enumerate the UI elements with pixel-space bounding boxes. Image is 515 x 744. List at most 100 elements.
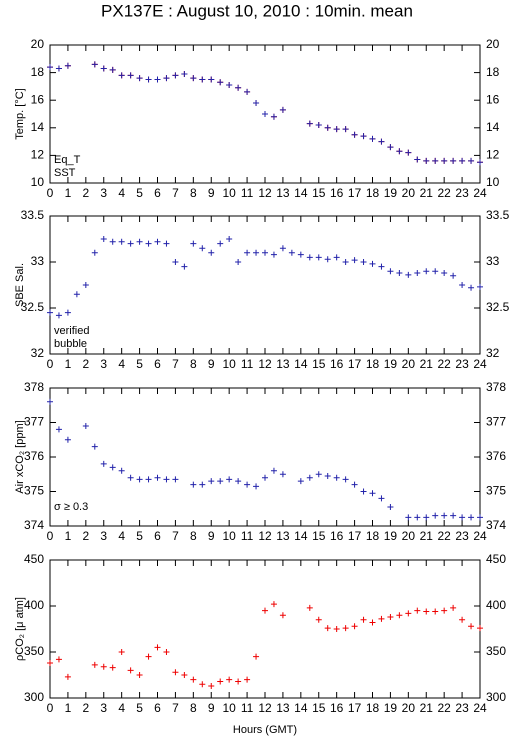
data-point (270, 113, 277, 120)
data-point (190, 75, 197, 82)
data-point (360, 488, 367, 495)
x-tick-label: 10 (222, 701, 236, 715)
x-tick-label: 10 (222, 357, 236, 371)
data-point (262, 474, 268, 481)
data-point (369, 619, 376, 626)
x-tick-label: 8 (190, 529, 197, 543)
data-point (199, 76, 206, 83)
y-tick-label: 20 (31, 37, 45, 51)
x-tick-label: 22 (437, 357, 451, 371)
data-point (181, 70, 188, 77)
data-point (136, 75, 143, 82)
x-tick-label: 4 (118, 357, 125, 371)
data-point (324, 625, 331, 632)
data-point (235, 678, 242, 685)
data-point (369, 260, 376, 267)
x-tick-label: 11 (241, 186, 254, 200)
y-tick-label: 350 (486, 644, 506, 658)
y-tick-label: 32.5 (21, 300, 45, 314)
data-point (127, 474, 134, 481)
x-tick-label: 1 (65, 529, 72, 543)
x-tick-label: 14 (294, 186, 308, 200)
data-point (423, 608, 430, 615)
data-point (342, 476, 349, 483)
data-point (432, 157, 439, 164)
data-point (190, 481, 197, 488)
data-point (118, 649, 125, 655)
data-point (64, 673, 71, 680)
x-tick-label: 16 (330, 186, 344, 200)
data-point (145, 653, 152, 660)
x-tick-label: 21 (420, 357, 434, 371)
data-point (235, 478, 242, 485)
x-tick-label: 20 (402, 701, 416, 715)
x-tick-label: 22 (437, 186, 451, 200)
data-point (279, 612, 286, 619)
data-point (414, 270, 421, 277)
data-point (91, 661, 98, 668)
x-tick-label: 1 (65, 357, 72, 371)
data-point (477, 514, 483, 521)
x-tick-label: 13 (276, 529, 290, 543)
x-tick-label: 23 (455, 701, 469, 715)
x-tick-label: 17 (348, 357, 362, 371)
y-tick-label: 18 (486, 65, 500, 79)
data-point (387, 268, 394, 275)
x-tick-label: 6 (154, 357, 161, 371)
data-point (333, 254, 340, 261)
data-point (91, 61, 98, 68)
legend-entry: SST (54, 167, 76, 179)
x-tick-label: 4 (118, 529, 125, 543)
data-point (459, 282, 466, 288)
y-tick-label: 375 (24, 484, 44, 498)
x-tick-label: 12 (258, 357, 272, 371)
data-point (262, 249, 268, 256)
data-point (109, 66, 116, 73)
y-tick-label: 450 (24, 552, 44, 566)
x-tick-label: 12 (258, 529, 272, 543)
data-point (145, 240, 152, 247)
x-tick-label: 14 (294, 701, 308, 715)
y-axis-label: Air xCO₂ [ppm] (14, 420, 26, 493)
y-tick-label: 378 (486, 380, 506, 394)
data-point (468, 157, 475, 164)
x-tick-label: 4 (118, 186, 125, 200)
x-tick-label: 0 (47, 701, 54, 715)
data-point (306, 604, 313, 611)
y-tick-label: 32.5 (486, 300, 510, 314)
data-point (324, 256, 331, 263)
x-tick-label: 23 (455, 357, 469, 371)
x-tick-label: 15 (312, 529, 326, 543)
y-tick-label: 376 (486, 449, 506, 463)
data-point (136, 238, 143, 245)
data-point (378, 615, 385, 622)
data-point (450, 157, 457, 164)
data-point (91, 443, 98, 450)
data-point (199, 481, 206, 488)
data-point (414, 514, 421, 521)
data-point (468, 284, 475, 291)
data-point (351, 131, 358, 138)
data-point (244, 249, 251, 256)
x-tick-label: 8 (190, 357, 197, 371)
x-tick-label: 16 (330, 701, 344, 715)
data-point (47, 309, 53, 316)
x-tick-label: 5 (136, 186, 143, 200)
data-point (468, 623, 475, 630)
y-tick-label: 10 (486, 175, 500, 189)
y-tick-label: 375 (486, 484, 506, 498)
data-point (163, 649, 170, 655)
annotation: σ ≥ 0.3 (54, 501, 88, 513)
x-tick-label: 17 (348, 701, 362, 715)
data-point (459, 514, 466, 521)
y-tick-label: 33.5 (21, 208, 45, 222)
data-point (270, 601, 277, 608)
data-point (172, 476, 179, 483)
x-tick-label: 24 (473, 529, 487, 543)
data-point (181, 672, 188, 678)
data-point (190, 240, 197, 247)
data-point (235, 84, 242, 91)
data-point (288, 249, 295, 256)
y-tick-label: 18 (31, 65, 45, 79)
x-tick-label: 4 (118, 701, 125, 715)
